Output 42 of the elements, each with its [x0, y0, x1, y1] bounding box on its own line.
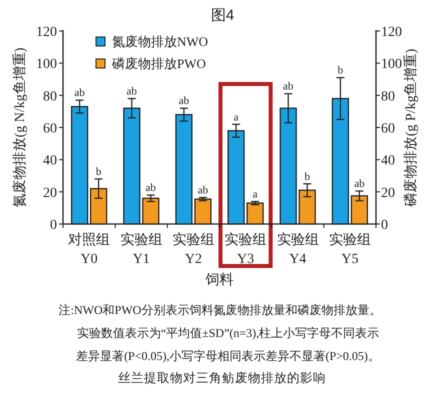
ytick: 20 [43, 186, 57, 201]
ytick: 100 [36, 57, 57, 72]
xlabel: 饲料 [206, 273, 234, 288]
xtick: 实验组 Y1 [120, 233, 162, 267]
value-label: ab [354, 178, 365, 190]
y2tick: 80 [381, 89, 395, 104]
y2tick: 0 [381, 218, 388, 233]
value-label: b [304, 170, 310, 183]
value-label: a [234, 111, 239, 124]
xtick: 实验组 Y3 [224, 233, 267, 267]
xtick: 实验组 Y5 [328, 233, 371, 267]
value-label: ab [178, 95, 190, 108]
y2tick: 100 [381, 57, 402, 72]
xtick: 对照组 Y0 [68, 233, 110, 267]
value-label: ab [146, 182, 156, 194]
value-label: b [338, 64, 344, 77]
y2tick: 60 [381, 122, 395, 136]
y2tick: 20 [381, 186, 395, 201]
annotation: 差异显著(P<0.05),小写字母相同表示差异不显著(P>0.05)。 [76, 349, 380, 363]
ytick: 80 [43, 89, 57, 104]
value-label: ab [198, 184, 208, 196]
y2label: 磷废物排放(g P/kg鱼增重) [404, 48, 419, 206]
value-label: a [252, 188, 258, 200]
value-label: ab [74, 87, 85, 100]
ytick: 120 [36, 25, 57, 40]
y2tick: 40 [381, 154, 395, 169]
ytick: 0 [50, 218, 57, 233]
annotation: 实验数值表示为“平均值±SD”(n=3),柱上小写字母不同表示 [76, 326, 380, 340]
annotation: 丝兰提取物对三角鲂废物排放的影响 [118, 371, 326, 385]
value-label: b [96, 166, 102, 178]
legend-label: 氮废物排放NWO [112, 34, 208, 49]
title: 图4 [210, 7, 234, 24]
value-label: ab [283, 80, 294, 93]
legend-label: 磷废物排放PWO [112, 56, 206, 71]
xtick: 实验组 Y2 [172, 233, 214, 267]
ytick: 40 [43, 154, 57, 169]
ytick: 60 [43, 122, 57, 136]
value-label: ab [126, 86, 137, 98]
y2tick: 120 [381, 25, 402, 40]
ylabel: 氮废物排放(g N/kg鱼增重) [13, 48, 28, 208]
xtick: 实验组 Y4 [276, 233, 319, 267]
annotation: 注:NWO和PWO分别表示饲料氮废物排放量和磷废物排放量。 [58, 303, 382, 317]
